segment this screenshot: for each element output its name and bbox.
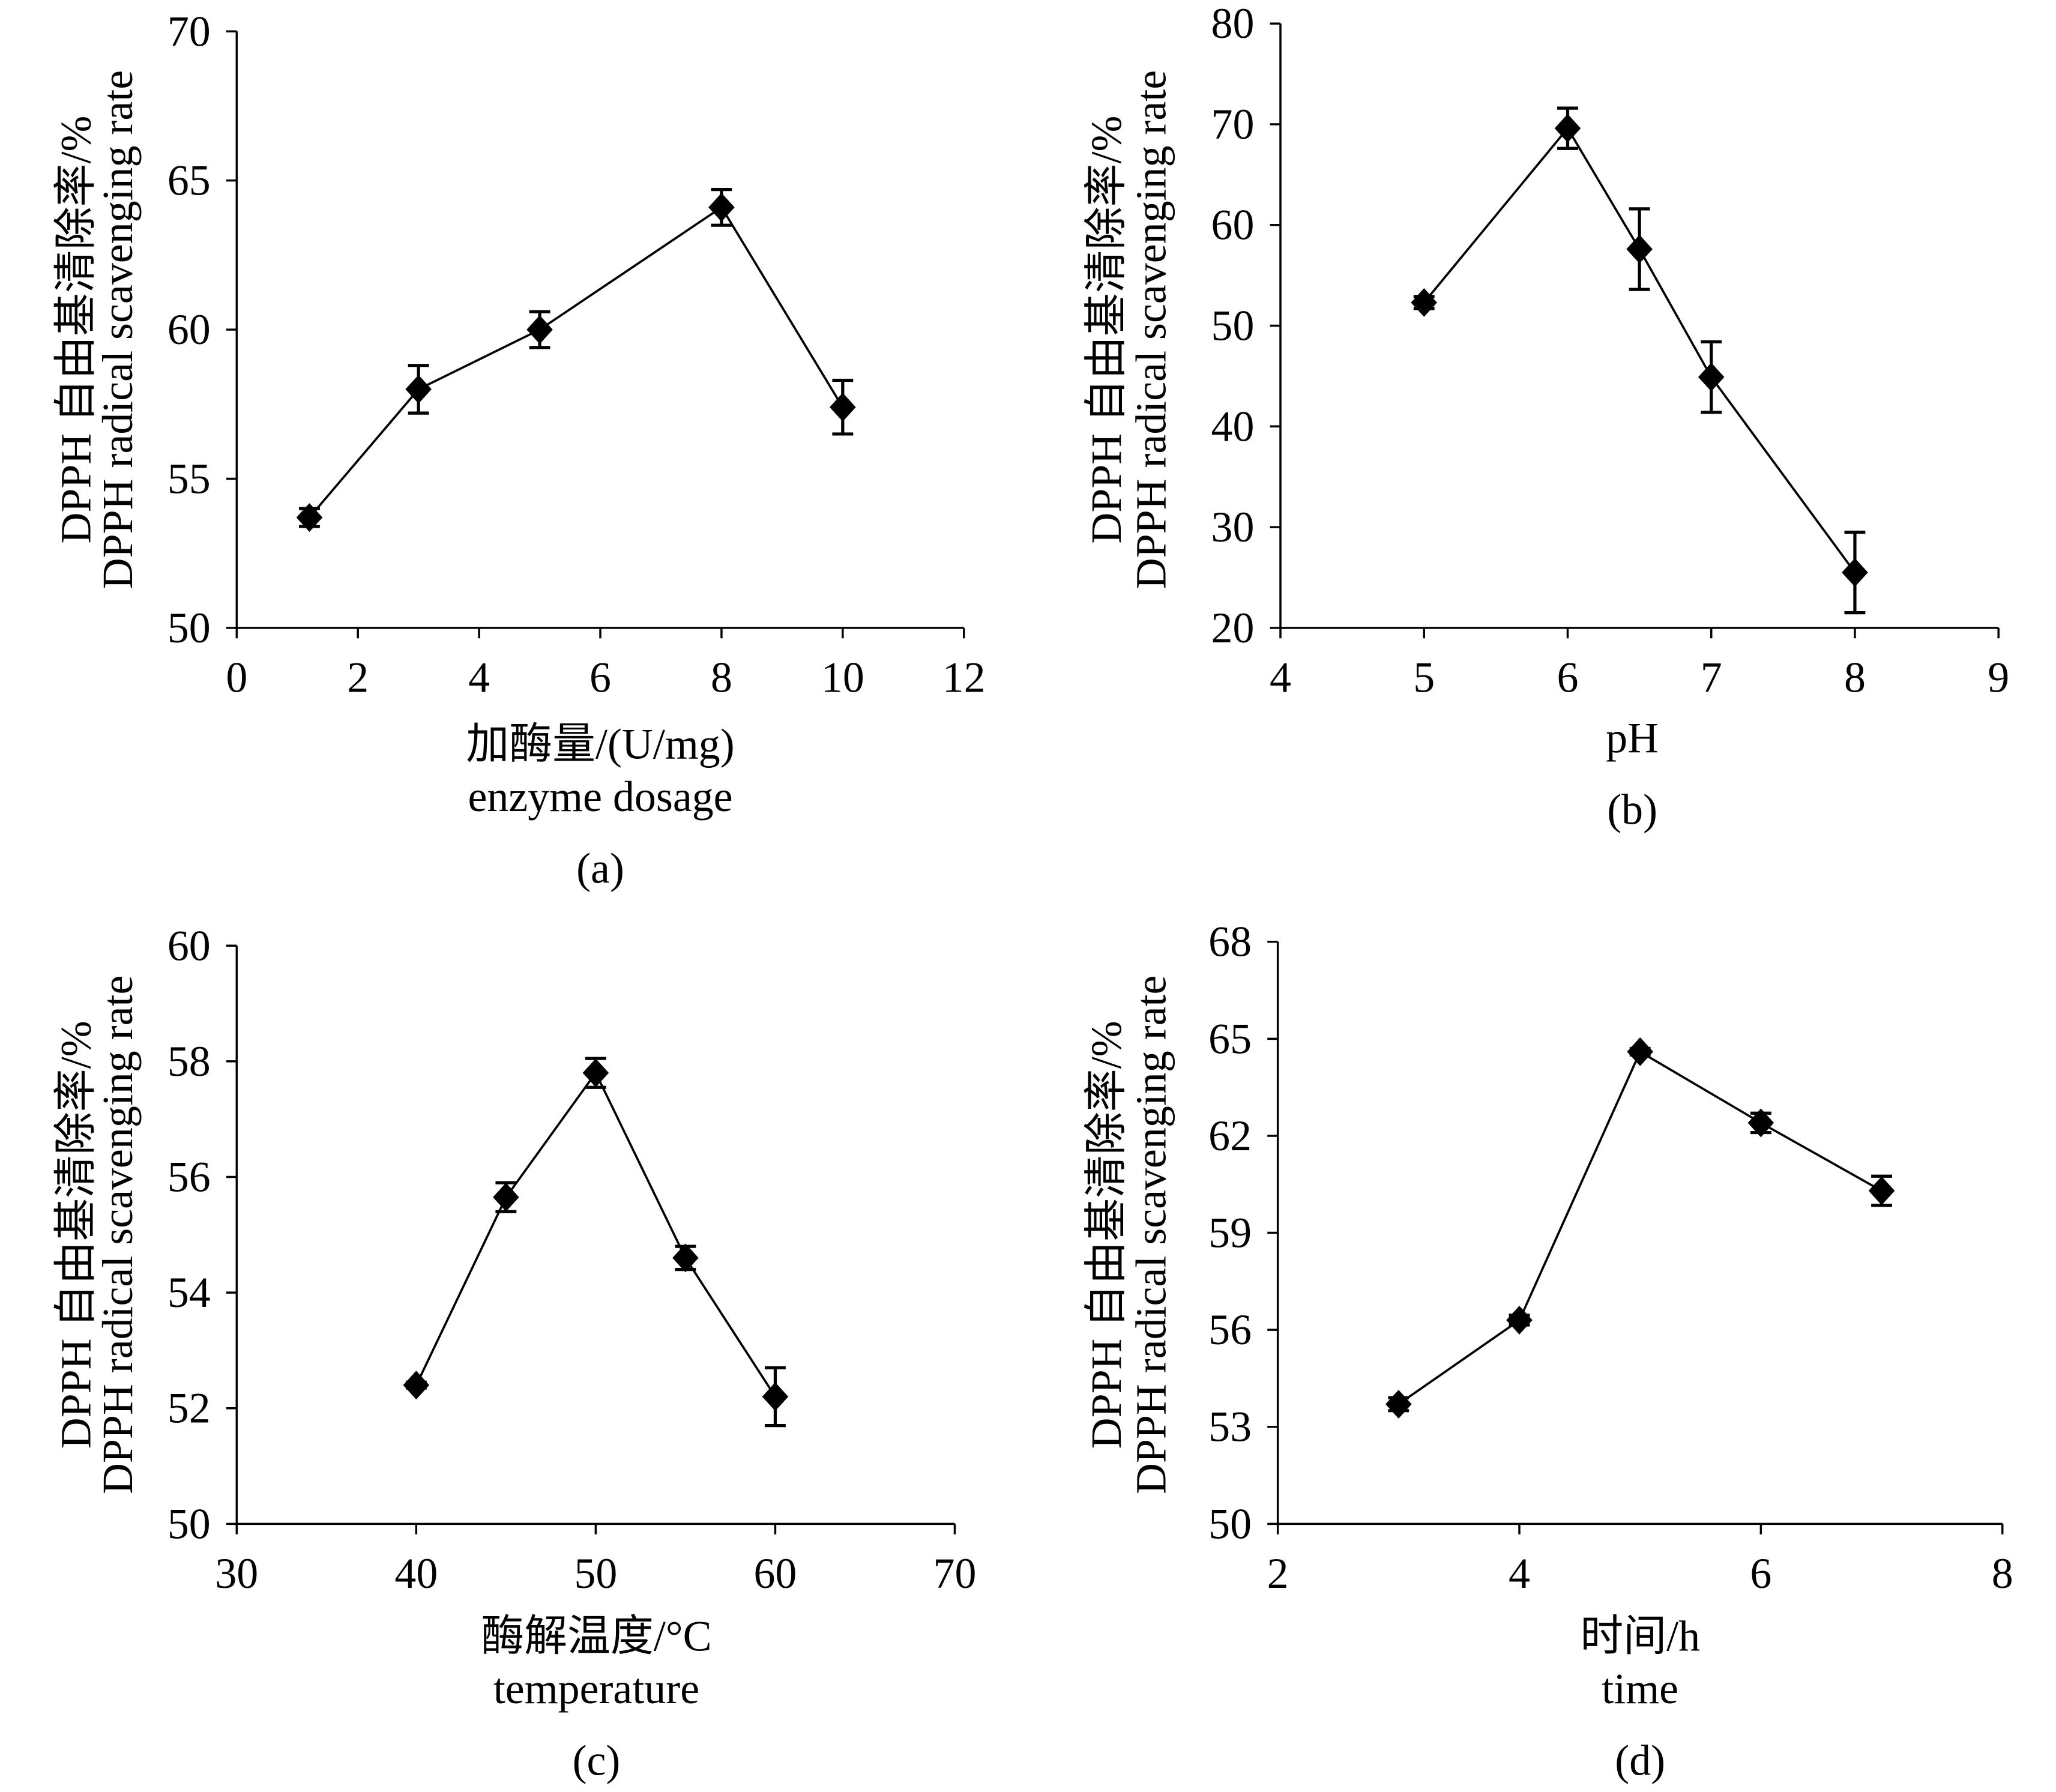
x-tick-label: 6 bbox=[1557, 654, 1579, 702]
data-point-marker bbox=[403, 1371, 430, 1400]
panel-label: (d) bbox=[1615, 1737, 1665, 1785]
y-tick-label: 60 bbox=[1211, 201, 1255, 249]
x-tick-label: 7 bbox=[1701, 654, 1722, 702]
data-point-marker bbox=[582, 1058, 609, 1088]
data-point-marker bbox=[1698, 363, 1725, 392]
x-tick-label: 6 bbox=[1750, 1549, 1771, 1597]
data-point-marker bbox=[1385, 1390, 1412, 1419]
x-tick-label: 40 bbox=[394, 1549, 438, 1597]
x-tick-label: 2 bbox=[1267, 1549, 1289, 1597]
y-axis-title-zh: DPPH 自由基清除率/% bbox=[1082, 116, 1130, 544]
data-point-marker bbox=[1868, 1176, 1895, 1205]
y-tick-label: 60 bbox=[167, 306, 211, 354]
x-tick-label: 5 bbox=[1413, 654, 1435, 702]
y-tick-label: 53 bbox=[1208, 1403, 1252, 1451]
y-tick-label: 70 bbox=[1211, 100, 1255, 148]
panel-label: (a) bbox=[576, 845, 624, 893]
x-tick-label: 60 bbox=[753, 1549, 797, 1597]
y-tick-label: 62 bbox=[1208, 1112, 1252, 1160]
y-tick-label: 56 bbox=[1208, 1306, 1252, 1354]
x-tick-label: 8 bbox=[1844, 654, 1866, 702]
data-point-marker bbox=[1842, 558, 1868, 587]
series-line bbox=[1423, 126, 1856, 573]
y-tick-label: 59 bbox=[1208, 1209, 1252, 1257]
y-tick-label: 65 bbox=[167, 157, 211, 205]
x-axis-title-en: time bbox=[1602, 1665, 1678, 1713]
y-axis-title-zh: DPPH 自由基清除率/% bbox=[52, 1021, 100, 1449]
x-tick-label: 4 bbox=[1270, 654, 1291, 702]
x-axis-title: pH bbox=[1606, 714, 1659, 762]
series-line bbox=[309, 205, 844, 519]
x-tick-label: 12 bbox=[942, 654, 986, 702]
chart-panel-b: 20 30 40 50 60 70 80 4 5 6 7 8 9 DPPH 自由基清除率/%DPPH ra… bbox=[1082, 0, 2009, 834]
data-point-marker bbox=[526, 315, 553, 345]
x-tick-label: 30 bbox=[215, 1549, 258, 1597]
x-tick-label: 70 bbox=[933, 1549, 977, 1597]
x-axis-title: 酶解温度/°C bbox=[481, 1612, 711, 1661]
data-point-marker bbox=[672, 1243, 699, 1273]
y-tick-label: 52 bbox=[167, 1384, 211, 1432]
y-tick-label: 50 bbox=[1208, 1500, 1252, 1548]
y-tick-label: 80 bbox=[1211, 0, 1255, 47]
y-tick-label: 50 bbox=[167, 604, 211, 652]
chart-panel-a: 50 55 60 65 70 0 2 4 6 8 10 12 DPPH 自由基清除率/%DPPH rad… bbox=[52, 7, 985, 892]
x-tick-label: 8 bbox=[711, 654, 732, 702]
y-axis-title-zh: DPPH 自由基清除率/% bbox=[1082, 1021, 1130, 1449]
data-point-marker bbox=[1627, 1037, 1653, 1066]
series-line bbox=[415, 1070, 777, 1398]
x-tick-label: 2 bbox=[347, 654, 369, 702]
x-tick-label: 6 bbox=[589, 654, 611, 702]
y-tick-label: 20 bbox=[1211, 604, 1255, 652]
y-axis-title-zh: DPPH 自由基清除率/% bbox=[52, 116, 100, 544]
x-tick-label: 0 bbox=[226, 654, 247, 702]
series-line bbox=[1397, 1050, 1883, 1405]
data-point-marker bbox=[1411, 288, 1438, 317]
y-tick-label: 50 bbox=[1211, 301, 1255, 349]
y-tick-label: 70 bbox=[167, 7, 211, 55]
y-axis-title-en: DPPH radical scavenging rate bbox=[1127, 976, 1175, 1494]
y-tick-label: 65 bbox=[1208, 1015, 1252, 1063]
x-tick-label: 4 bbox=[1509, 1549, 1530, 1597]
x-axis-title-en: temperature bbox=[493, 1665, 699, 1713]
data-point-marker bbox=[296, 503, 323, 532]
x-tick-label: 4 bbox=[468, 654, 490, 702]
y-axis-title-en: DPPH radical scavenging rate bbox=[1127, 70, 1175, 589]
data-point-marker bbox=[1554, 113, 1581, 143]
y-tick-label: 55 bbox=[167, 454, 211, 502]
x-axis-title: 加酶量/(U/mg) bbox=[466, 720, 734, 768]
chart-panel-c: 50 52 54 56 58 60 30 40 50 60 70 DPPH 自由基清除率/%DPPH … bbox=[52, 922, 976, 1784]
x-tick-label: 50 bbox=[574, 1549, 617, 1597]
y-tick-label: 60 bbox=[167, 922, 211, 970]
y-tick-label: 50 bbox=[167, 1500, 211, 1548]
x-tick-label: 10 bbox=[821, 654, 864, 702]
x-tick-label: 9 bbox=[1988, 654, 2009, 702]
y-tick-label: 54 bbox=[167, 1269, 211, 1317]
data-point-marker bbox=[762, 1382, 789, 1411]
data-point-marker bbox=[1506, 1306, 1533, 1335]
x-axis-title-en: enzyme dosage bbox=[468, 773, 732, 821]
y-tick-label: 56 bbox=[167, 1153, 211, 1201]
data-point-marker bbox=[830, 393, 856, 422]
y-axis-title-en: DPPH radical scavenging rate bbox=[94, 70, 142, 589]
panel-label: (b) bbox=[1607, 786, 1657, 834]
y-tick-label: 58 bbox=[167, 1037, 211, 1085]
data-point-marker bbox=[493, 1183, 519, 1212]
y-tick-label: 68 bbox=[1208, 918, 1252, 966]
y-tick-label: 40 bbox=[1211, 402, 1255, 450]
panel-label: (c) bbox=[573, 1737, 621, 1785]
data-point-marker bbox=[708, 193, 735, 222]
data-point-marker bbox=[1626, 235, 1653, 264]
y-tick-label: 30 bbox=[1211, 503, 1255, 551]
x-axis-title: 时间/h bbox=[1580, 1612, 1700, 1661]
x-tick-label: 8 bbox=[1992, 1549, 2013, 1597]
data-point-marker bbox=[405, 375, 432, 404]
y-axis-title-en: DPPH radical scavenging rate bbox=[94, 976, 142, 1494]
